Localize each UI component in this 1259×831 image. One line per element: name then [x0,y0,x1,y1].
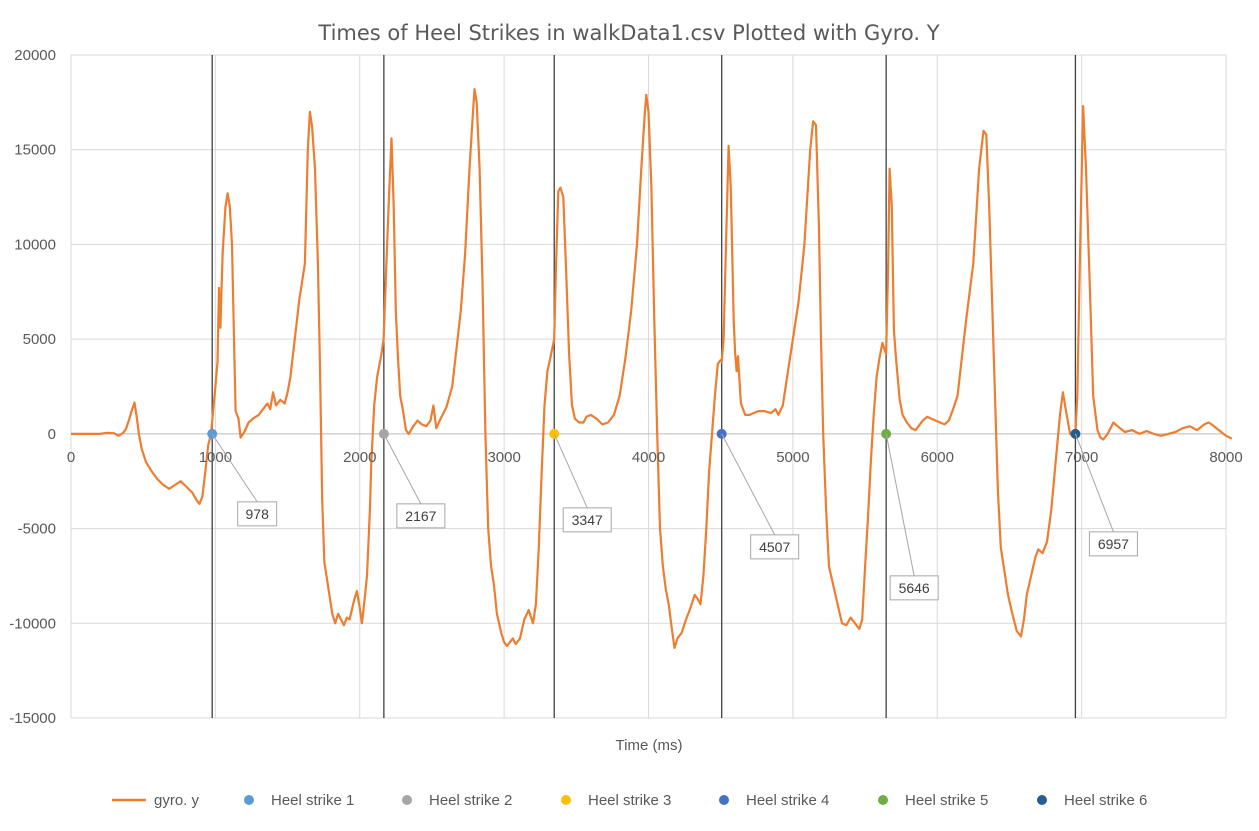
x-tick-label: 3000 [487,449,520,466]
heel-strike-4-label: 4507 [759,539,790,555]
legend-heel-strike-5-swatch [878,795,888,805]
legend-heel-strike-3-swatch [561,795,571,805]
heel-strike-3-label: 3347 [572,512,603,528]
legend-heel-strike-1-swatch [244,795,254,805]
legend-heel-strike-1-label: Heel strike 1 [271,792,354,809]
legend: gyro. y Heel strike 1 Heel strike 2 Heel st… [112,792,1147,809]
heel-strike-2-label: 2167 [405,508,436,524]
callout-box [750,534,800,560]
callout-box [562,507,612,533]
x-axis-title: Time (ms) [616,737,683,754]
callout-leader [383,433,422,505]
legend-heel-strike-5-label: Heel strike 5 [905,792,988,809]
grid-layer [70,54,1227,719]
data-labels: 978 2167 3347 4507 5646 6957 [211,433,1138,601]
y-tick-label: 20000 [14,47,56,64]
callout-leader [721,433,776,536]
callout-box [396,503,446,529]
heel-strike-5-label: 5646 [899,580,930,596]
callout-box [1088,531,1138,557]
heel-strike-lines [211,55,1077,718]
gyro-y-line [71,88,1233,649]
x-tick-label: 5000 [776,449,809,466]
callout-box [889,575,939,601]
y-tick-label: 10000 [14,236,56,253]
y-tick-label: -5000 [18,521,56,538]
legend-heel-strike-4-swatch [719,795,729,805]
x-tick-label: 6000 [921,449,954,466]
heel-strike-6-label: 6957 [1098,536,1129,552]
heel-strike-1-label: 978 [246,506,270,522]
legend-heel-strike-3-label: Heel strike 3 [588,792,671,809]
legend-heel-strike-2-label: Heel strike 2 [429,792,512,809]
tick-labels: -15000 -10000 -5000 0 5000 10000 15000 20000 0 10… [9,47,1242,727]
legend-heel-strike-2-swatch [402,795,412,805]
legend-heel-strike-4-label: Heel strike 4 [746,792,829,809]
y-tick-label: -10000 [9,615,56,632]
x-tick-label: 0 [67,449,75,466]
legend-gyro-label: gyro. y [154,792,200,809]
x-tick-label: 2000 [343,449,376,466]
callout-leader [1074,433,1114,533]
y-tick-label: 0 [48,426,56,443]
x-tick-label: 7000 [1065,449,1098,466]
callout-leader [553,433,588,509]
y-tick-label: 15000 [14,142,56,159]
callout-leader [211,433,258,503]
x-tick-label: 4000 [632,449,665,466]
y-tick-label: 5000 [23,331,56,348]
chart-title: Times of Heel Strikes in walkData1.csv P… [317,21,939,45]
series-layer [71,88,1233,649]
y-tick-label: -15000 [9,710,56,727]
callout-leader [885,433,915,576]
legend-heel-strike-6-label: Heel strike 6 [1064,792,1147,809]
x-tick-label: 1000 [199,449,232,466]
callout-box [237,501,278,527]
x-tick-label: 8000 [1209,449,1242,466]
legend-heel-strike-6-swatch [1037,795,1047,805]
